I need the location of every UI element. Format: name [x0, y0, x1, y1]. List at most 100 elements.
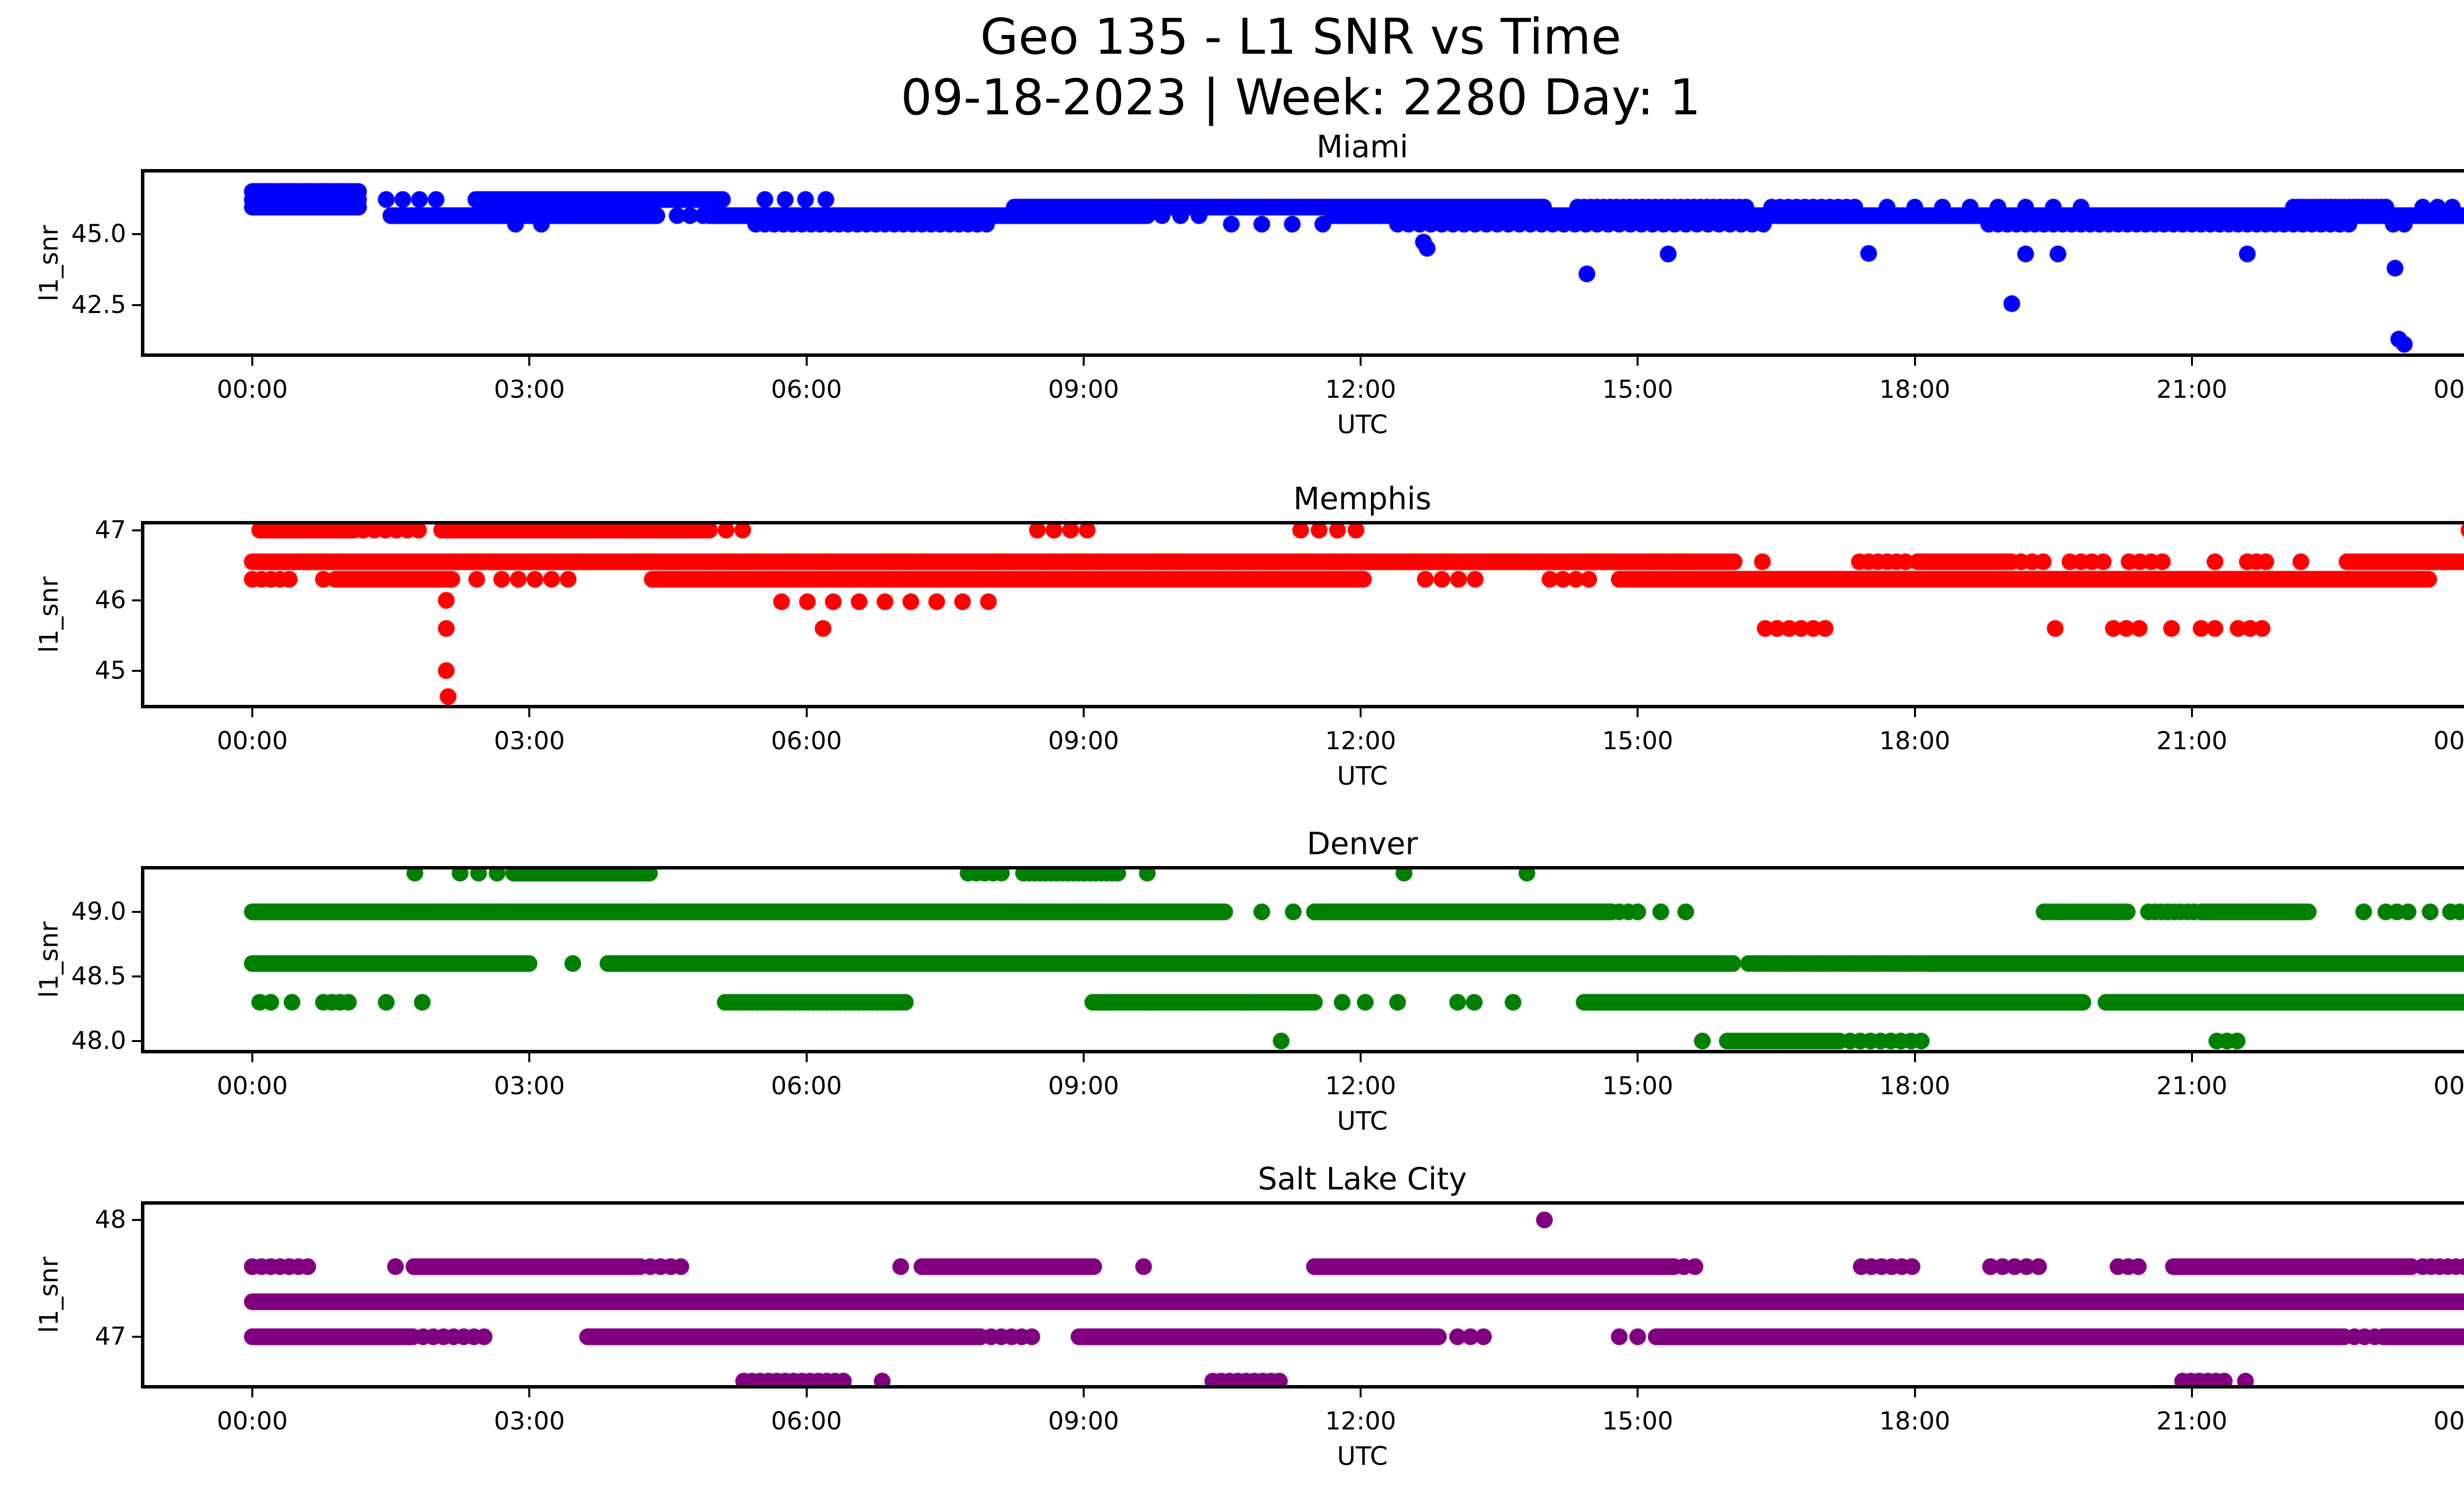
x-axis-label: UTC: [1336, 1107, 1388, 1136]
x-tick-mark: [1082, 1053, 1085, 1062]
x-tick-label: 21:00: [2156, 1072, 2227, 1100]
x-tick-mark: [1360, 708, 1362, 717]
x-axis-label: UTC: [1336, 410, 1388, 440]
x-tick-label: 06:00: [771, 1072, 842, 1100]
y-tick-mark: [132, 975, 141, 977]
x-tick-label: 00:00: [2433, 1407, 2464, 1435]
x-tick-label: 12:00: [1325, 375, 1397, 404]
y-tick-label: 47: [95, 1322, 126, 1351]
x-tick-mark: [1914, 708, 1916, 717]
x-axis-label: UTC: [1336, 1442, 1388, 1471]
subplot-title: Denver: [1306, 826, 1418, 862]
y-tick-label: 48: [95, 1205, 126, 1234]
axes-frame: [141, 521, 2464, 708]
scatter-canvas-memphis: [141, 521, 2464, 708]
x-axis-label: UTC: [1336, 762, 1388, 791]
x-tick-label: 00:00: [2433, 1072, 2464, 1100]
x-tick-label: 03:00: [494, 727, 565, 755]
x-tick-label: 06:00: [771, 1407, 842, 1435]
x-tick-mark: [528, 708, 531, 717]
x-tick-label: 09:00: [1048, 1407, 1119, 1435]
x-tick-mark: [805, 1053, 808, 1062]
x-tick-mark: [251, 708, 253, 717]
x-tick-mark: [805, 708, 808, 717]
axes-frame: [141, 1201, 2464, 1389]
x-tick-label: 12:00: [1325, 1072, 1397, 1100]
y-tick-label: 45.0: [71, 219, 126, 248]
x-tick-mark: [1637, 708, 1639, 717]
x-tick-mark: [2190, 357, 2193, 366]
x-tick-mark: [1082, 1389, 1085, 1397]
x-tick-label: 09:00: [1048, 1072, 1119, 1100]
x-tick-label: 03:00: [494, 375, 565, 404]
x-tick-label: 00:00: [216, 375, 288, 404]
y-tick-mark: [132, 599, 141, 601]
x-tick-mark: [1914, 1053, 1916, 1062]
y-tick-label: 48.5: [71, 962, 126, 990]
x-tick-label: 06:00: [771, 375, 842, 404]
subplot-title: Miami: [1316, 129, 1408, 165]
x-tick-label: 06:00: [771, 727, 842, 755]
figure-title: Geo 135 - L1 SNR vs Time: [980, 8, 1621, 66]
x-tick-mark: [1914, 1389, 1916, 1397]
x-tick-label: 12:00: [1325, 1407, 1397, 1435]
y-tick-label: 49.0: [71, 897, 126, 926]
axes-frame: [141, 169, 2464, 357]
x-tick-mark: [805, 357, 808, 366]
x-tick-mark: [251, 1389, 253, 1397]
x-tick-mark: [1637, 1053, 1639, 1062]
x-tick-mark: [1637, 357, 1639, 366]
scatter-canvas-denver: [141, 866, 2464, 1053]
x-tick-mark: [1082, 708, 1085, 717]
y-tick-mark: [132, 1040, 141, 1042]
y-tick-mark: [132, 304, 141, 306]
x-tick-label: 18:00: [1879, 1072, 1951, 1100]
x-tick-mark: [251, 1053, 253, 1062]
x-tick-label: 18:00: [1879, 727, 1951, 755]
x-tick-label: 15:00: [1602, 375, 1674, 404]
x-tick-label: 15:00: [1602, 1407, 1674, 1435]
y-tick-label: 46: [95, 586, 126, 614]
y-tick-mark: [132, 1336, 141, 1338]
x-tick-mark: [2190, 1053, 2193, 1062]
x-tick-mark: [1360, 357, 1362, 366]
x-tick-mark: [1914, 357, 1916, 366]
x-tick-label: 18:00: [1879, 375, 1951, 404]
x-tick-mark: [1360, 1053, 1362, 1062]
x-tick-label: 00:00: [216, 727, 288, 755]
x-tick-label: 21:00: [2156, 1407, 2227, 1435]
x-tick-mark: [528, 1053, 531, 1062]
x-tick-label: 00:00: [2433, 375, 2464, 404]
x-tick-label: 03:00: [494, 1407, 565, 1435]
x-tick-mark: [528, 1389, 531, 1397]
x-tick-mark: [2190, 708, 2193, 717]
x-tick-label: 21:00: [2156, 375, 2227, 404]
x-tick-label: 15:00: [1602, 1072, 1674, 1100]
y-tick-mark: [132, 1219, 141, 1221]
x-tick-label: 21:00: [2156, 727, 2227, 755]
x-tick-label: 12:00: [1325, 727, 1397, 755]
y-tick-label: 48.0: [71, 1026, 126, 1055]
y-tick-mark: [132, 233, 141, 235]
y-tick-mark: [132, 529, 141, 531]
x-tick-mark: [1360, 1389, 1362, 1397]
scatter-canvas-miami: [141, 169, 2464, 357]
x-tick-mark: [1637, 1389, 1639, 1397]
y-tick-label: 42.5: [71, 290, 126, 319]
x-tick-label: 15:00: [1602, 727, 1674, 755]
figure-subtitle: 09-18-2023 | Week: 2280 Day: 1: [900, 69, 1701, 126]
y-tick-label: 47: [95, 515, 126, 544]
subplot-title: Memphis: [1293, 481, 1432, 517]
x-tick-label: 00:00: [216, 1407, 288, 1435]
x-tick-mark: [528, 357, 531, 366]
x-tick-mark: [251, 357, 253, 366]
x-tick-mark: [1082, 357, 1085, 366]
axes-frame: [141, 866, 2464, 1053]
scatter-canvas-salt-lake-city: [141, 1201, 2464, 1389]
x-tick-label: 00:00: [2433, 727, 2464, 755]
x-tick-label: 00:00: [216, 1072, 288, 1100]
x-tick-label: 18:00: [1879, 1407, 1951, 1435]
x-tick-label: 09:00: [1048, 375, 1119, 404]
x-tick-label: 03:00: [494, 1072, 565, 1100]
